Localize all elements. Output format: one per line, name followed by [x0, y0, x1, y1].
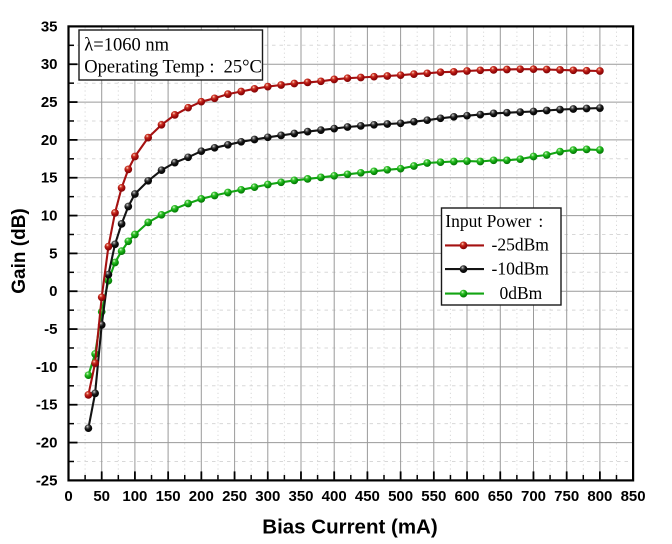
svg-text:5: 5 [49, 245, 57, 262]
svg-text:-25: -25 [36, 472, 58, 489]
svg-text:600: 600 [454, 488, 479, 505]
svg-text:200: 200 [189, 488, 214, 505]
svg-text:Input Power:: Input Power: [445, 211, 543, 231]
svg-text:25: 25 [41, 94, 58, 111]
svg-text:λ=1060 nm: λ=1060 nm [84, 36, 169, 56]
svg-text:400: 400 [322, 488, 347, 505]
svg-text:500: 500 [388, 488, 413, 505]
svg-text:550: 550 [421, 488, 446, 505]
svg-text:-10: -10 [36, 359, 58, 376]
svg-text:700: 700 [521, 488, 546, 505]
svg-text:350: 350 [288, 488, 313, 505]
svg-text:50: 50 [93, 488, 110, 505]
svg-text:30: 30 [41, 56, 58, 73]
svg-text:20: 20 [41, 132, 58, 149]
svg-text:35: 35 [41, 18, 58, 35]
svg-text:250: 250 [222, 488, 247, 505]
svg-text:-5: -5 [44, 321, 57, 338]
svg-text:0: 0 [64, 488, 72, 505]
svg-text:15: 15 [41, 170, 58, 187]
svg-text:650: 650 [488, 488, 513, 505]
svg-text:-25dBm: -25dBm [492, 235, 550, 255]
svg-text:-10dBm: -10dBm [492, 258, 550, 278]
svg-text:0dBm: 0dBm [500, 283, 543, 303]
svg-text:-20: -20 [36, 435, 58, 452]
svg-text:150: 150 [156, 488, 181, 505]
svg-text:100: 100 [122, 488, 147, 505]
svg-text:850: 850 [621, 488, 646, 505]
svg-text:Bias Current (mA): Bias Current (mA) [262, 515, 437, 538]
svg-text:-15: -15 [36, 397, 58, 414]
svg-text:750: 750 [554, 488, 579, 505]
svg-text:300: 300 [255, 488, 280, 505]
svg-text:0: 0 [49, 283, 57, 300]
svg-text:10: 10 [41, 208, 58, 225]
svg-text:450: 450 [355, 488, 380, 505]
svg-text:Gain (dB): Gain (dB) [9, 208, 30, 294]
svg-text:Operating Temp:25°C: Operating Temp:25°C [84, 57, 262, 77]
svg-text:800: 800 [587, 488, 612, 505]
